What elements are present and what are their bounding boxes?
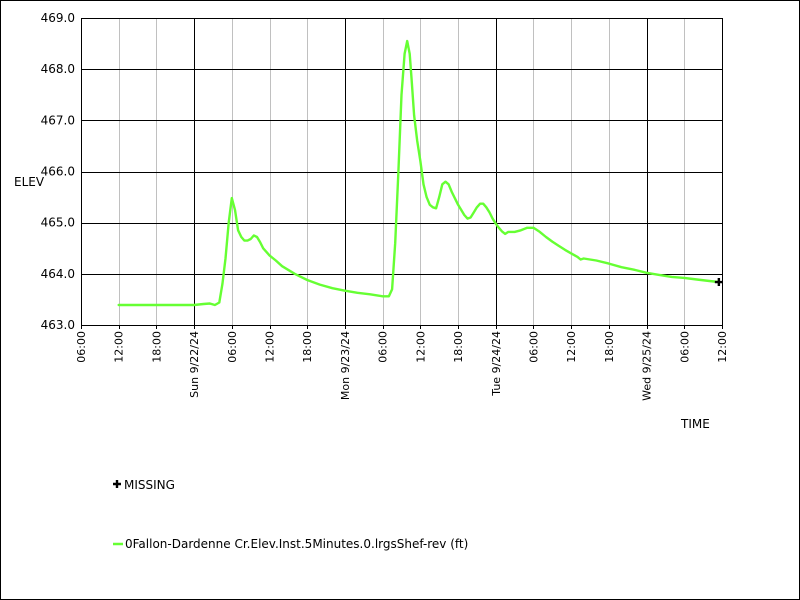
y-tick-label: 466.0 <box>41 165 75 179</box>
x-tick-label: 06:00 <box>527 331 540 363</box>
x-tick-label: 12:00 <box>264 331 277 363</box>
x-axis-label: TIME <box>680 417 710 431</box>
x-tick-label: Mon 9/23/24 <box>339 331 352 400</box>
y-tick-label: 465.0 <box>41 216 75 230</box>
y-axis-label: ELEV <box>14 175 45 189</box>
y-tick-label: 467.0 <box>41 113 75 127</box>
x-tick-label: 18:00 <box>452 331 465 363</box>
legend-series-label: 0Fallon-Dardenne Cr.Elev.Inst.5Minutes.0… <box>125 537 468 551</box>
marker-layer <box>714 278 723 287</box>
legend-missing-label: MISSING <box>124 478 175 492</box>
x-tick-label: 06:00 <box>678 331 691 363</box>
series-layer <box>117 39 721 307</box>
plot-area <box>81 18 722 325</box>
axes: 463.0 464.0 465.0 466.0 467.0 468.0 469.0 06:00… <box>41 11 729 401</box>
x-tick-label: 06:00 <box>377 331 390 363</box>
x-tick-label: 12:00 <box>113 331 126 363</box>
missing-marker-icon <box>113 480 121 488</box>
x-tick-label: 18:00 <box>301 331 314 363</box>
legend-missing: MISSING <box>113 478 175 492</box>
x-tick-label: 18:00 <box>603 331 616 363</box>
x-tick-label: 06:00 <box>75 331 88 363</box>
x-tick-label: 18:00 <box>150 331 163 363</box>
x-tick-label: Wed 9/25/24 <box>641 331 654 401</box>
y-tick-label: 468.0 <box>41 62 75 76</box>
x-tick-label: 12:00 <box>565 331 578 363</box>
x-tick-label: Sun 9/22/24 <box>188 331 201 398</box>
x-tick-label: Tue 9/24/24 <box>490 331 503 397</box>
grid <box>81 18 723 326</box>
legend-series: 0Fallon-Dardenne Cr.Elev.Inst.5Minutes.0… <box>113 537 468 551</box>
y-tick-label: 463.0 <box>41 318 75 332</box>
x-tick-label: 12:00 <box>716 331 729 363</box>
y-tick-label: 464.0 <box>41 267 75 281</box>
plot-border <box>81 18 723 326</box>
series-line <box>117 39 721 307</box>
x-tick-label: 06:00 <box>226 331 239 363</box>
missing-point-marker <box>714 278 723 287</box>
y-tick-label: 469.0 <box>41 11 75 25</box>
x-tick-label: 12:00 <box>414 331 427 363</box>
